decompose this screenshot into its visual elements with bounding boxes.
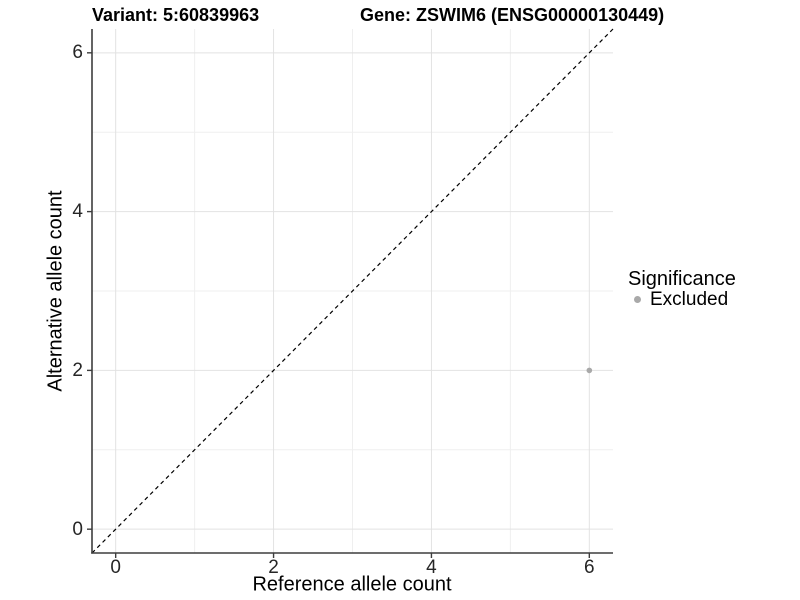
- y-tick-label: 2: [72, 359, 83, 381]
- data-point: [586, 367, 593, 374]
- x-tick-label: 2: [268, 557, 279, 578]
- x-axis-title: Reference allele count: [252, 573, 452, 596]
- y-axis-title: Alternative allele count: [44, 190, 67, 392]
- legend-entry-excluded: Excluded: [634, 289, 728, 310]
- y-tick-label: 4: [72, 201, 83, 223]
- x-tick-label: 4: [426, 557, 437, 578]
- excluded-point-icon: [634, 296, 641, 303]
- gene-title: Gene: ZSWIM6 (ENSG00000130449): [360, 5, 665, 25]
- legend-title: Significance: [628, 268, 736, 290]
- x-tick-label: 0: [110, 557, 121, 578]
- variant-title: Variant: 5:60839963: [92, 5, 260, 25]
- y-tick-label: 0: [72, 518, 83, 540]
- legend-label: Excluded: [650, 289, 729, 310]
- identity-line: [91, 28, 614, 554]
- x-tick-label: 6: [584, 557, 595, 578]
- y-tick-label: 6: [72, 42, 83, 64]
